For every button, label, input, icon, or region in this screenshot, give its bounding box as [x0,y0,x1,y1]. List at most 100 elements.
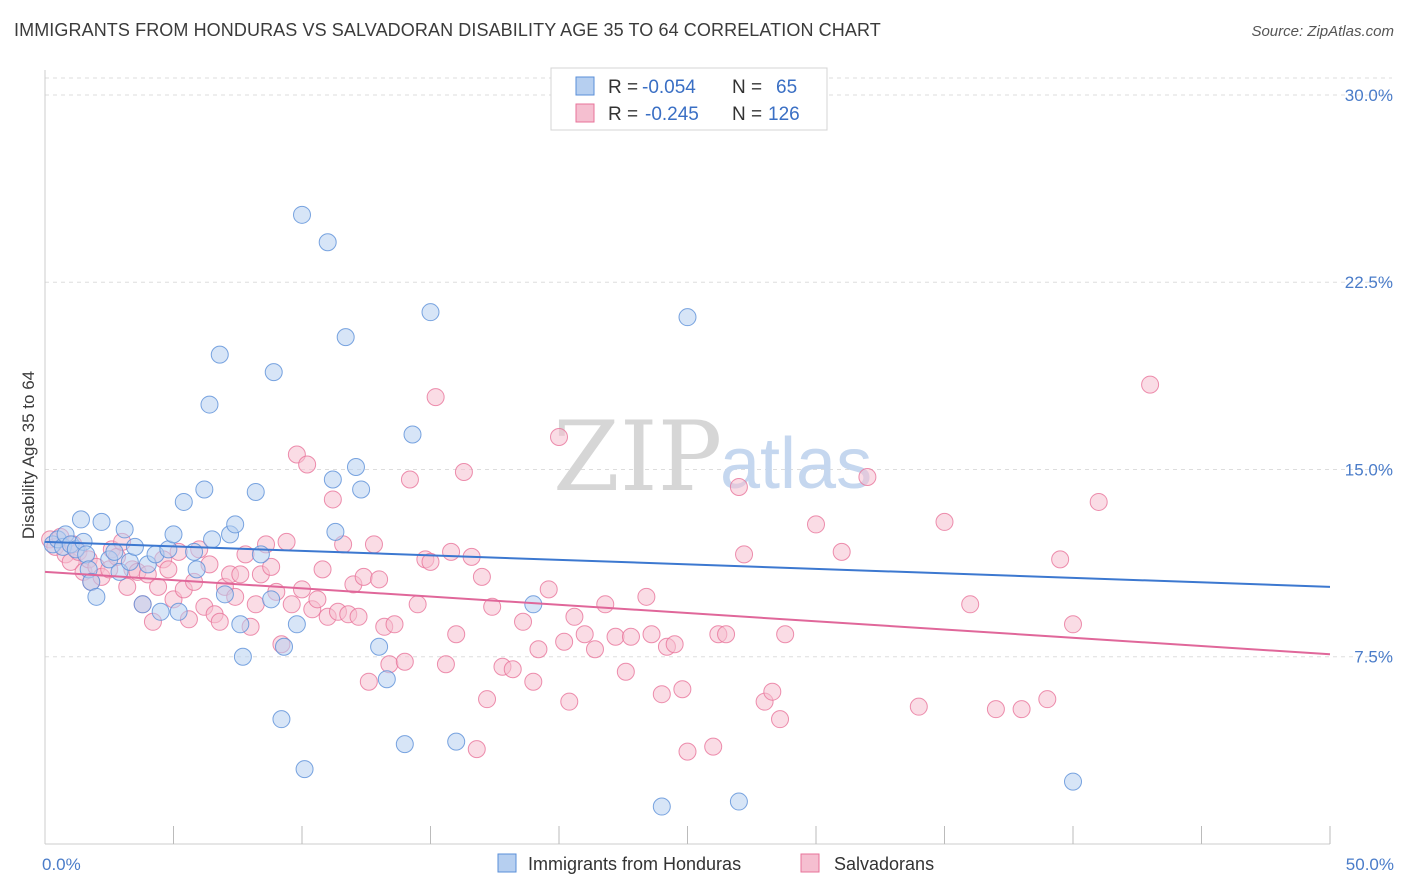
point-honduras [326,522,345,541]
legend-r-label: R = [608,104,638,125]
point-honduras [226,515,245,534]
point-salvadoran [771,710,790,729]
point-salvadoran [467,740,486,759]
point-honduras [1064,772,1082,791]
trend-lines [44,540,1331,656]
legend-r-salvadorans: -0.245 [645,104,699,125]
point-honduras [377,670,396,689]
bottom-legend: Immigrants from Honduras Salvadorans [497,853,934,874]
point-honduras [151,602,170,621]
point-salvadoran [729,477,748,496]
point-honduras [195,480,214,499]
point-honduras [87,587,106,606]
point-honduras [187,560,206,579]
x-tick-labels: 0.0% 50.0% [42,855,1394,874]
y-tick-labels: 7.5% 15.0% 22.5% 30.0% [1345,86,1393,667]
point-honduras [295,760,314,779]
point-salvadoran [349,607,368,626]
point-salvadoran [585,640,604,659]
point-honduras [115,520,134,539]
legend-box [550,67,828,131]
point-salvadoran [539,580,558,599]
point-honduras [210,345,229,364]
point-salvadoran [606,627,625,646]
axes [44,70,1331,845]
legend-r-label: R = [608,77,638,98]
point-salvadoran [408,595,427,614]
point-honduras [352,480,371,499]
point-salvadoran [426,388,445,407]
point-honduras [246,482,265,501]
point-salvadoran [503,660,522,679]
point-salvadoran [858,467,877,486]
point-honduras [729,792,748,811]
point-salvadoran [282,595,301,614]
point-salvadoran [246,595,265,614]
y-tick-label: 7.5% [1354,648,1393,667]
point-honduras [105,542,124,561]
point-salvadoran [807,515,825,534]
point-salvadoran [555,632,574,651]
point-salvadoran [529,640,548,659]
bottom-legend-salvadorans: Salvadorans [834,854,934,874]
y-tick-label: 22.5% [1345,273,1393,292]
legend-n-label: N = [732,77,762,98]
point-salvadoran [961,595,980,614]
point-honduras [159,540,178,559]
point-salvadoran [454,462,473,481]
point-salvadoran [400,470,419,489]
point-salvadoran [364,535,383,554]
legend-n-honduras: 65 [776,77,797,98]
point-salvadoran [149,577,168,596]
point-salvadoran [442,542,461,561]
watermark: ZIP atlas [553,401,872,513]
point-honduras [231,615,250,634]
point-salvadoran [637,587,656,606]
point-salvadoran [909,697,928,716]
point-honduras [174,492,193,511]
legend-swatch-salvadorans [575,103,595,123]
point-salvadoran [380,655,399,674]
point-salvadoran [616,662,635,681]
point-honduras [264,363,283,382]
chart-title: IMMIGRANTS FROM HONDURAS VS SALVADORAN D… [14,20,881,40]
point-honduras [120,552,139,571]
point-honduras [293,205,311,224]
point-honduras [447,732,466,751]
point-honduras [262,590,281,609]
point-salvadoran [565,607,584,626]
legend-swatch-honduras [575,76,595,96]
point-salvadoran [673,680,692,699]
point-salvadoran [1012,700,1031,719]
point-salvadoran [560,692,579,711]
point-honduras [336,328,355,347]
point-salvadoran [735,545,754,564]
point-honduras [92,512,111,531]
point-salvadoran [159,560,178,579]
point-salvadoran [354,567,373,586]
source-label: Source: ZipAtlas.com [1251,23,1394,40]
point-salvadoran [118,577,137,596]
legend-r-honduras: -0.054 [642,77,696,98]
point-honduras [77,545,96,564]
point-salvadoran [1141,375,1160,394]
point-honduras [272,710,291,729]
bottom-legend-swatch-honduras [497,853,517,873]
point-honduras [233,647,252,666]
point-salvadoran [483,597,502,616]
point-salvadoran [652,685,671,704]
x-tick-label: 0.0% [42,855,81,874]
point-honduras [133,595,152,614]
point-salvadoran [436,655,455,674]
bottom-legend-honduras: Immigrants from Honduras [528,854,741,874]
point-salvadoran [210,612,229,631]
point-salvadoran [262,557,281,576]
point-salvadoran [323,490,342,509]
point-salvadoran [1038,690,1057,709]
legend-n-salvadorans: 126 [768,104,800,125]
point-salvadoran [514,612,533,631]
point-salvadoran [986,700,1005,719]
point-honduras [200,395,219,414]
point-honduras [203,530,222,549]
trend-line-honduras [44,540,1331,588]
